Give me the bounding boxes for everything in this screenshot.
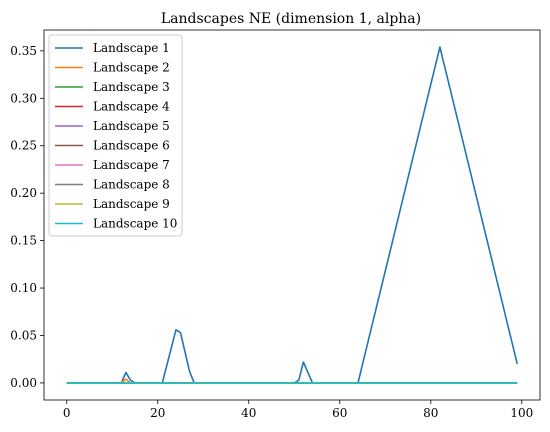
legend-label: Landscape 8 bbox=[93, 178, 170, 192]
legend-label: Landscape 1 bbox=[93, 41, 170, 55]
y-tick-label: 0.25 bbox=[10, 139, 37, 153]
legend: Landscape 1 Landscape 2 Landscape 3 Landsca… bbox=[49, 35, 182, 236]
x-tick-label: 20 bbox=[150, 406, 165, 420]
legend-label: Landscape 5 bbox=[93, 119, 170, 133]
legend-label: Landscape 10 bbox=[93, 217, 177, 231]
legend-label: Landscape 9 bbox=[93, 197, 170, 211]
legend-label: Landscape 3 bbox=[93, 80, 170, 94]
y-tick-label: 0.30 bbox=[10, 91, 37, 105]
x-tick-label: 100 bbox=[510, 406, 533, 420]
y-tick-label: 0.35 bbox=[10, 44, 37, 58]
x-tick-label: 0 bbox=[63, 406, 71, 420]
legend-label: Landscape 2 bbox=[93, 61, 170, 75]
y-tick-label: 0.05 bbox=[10, 328, 37, 342]
y-tick-label: 0.15 bbox=[10, 234, 37, 248]
x-axis: 0 20 40 60 80 100 bbox=[63, 400, 533, 420]
y-tick-label: 0.20 bbox=[10, 186, 37, 200]
x-tick-label: 80 bbox=[423, 406, 438, 420]
legend-label: Landscape 4 bbox=[93, 100, 170, 114]
y-tick-label: 0.10 bbox=[10, 281, 37, 295]
x-tick-label: 60 bbox=[332, 406, 347, 420]
chart-title: Landscapes NE (dimension 1, alpha) bbox=[161, 11, 421, 27]
legend-label: Landscape 6 bbox=[93, 139, 170, 153]
y-axis: 0.00 0.05 0.10 0.15 0.20 0.25 0.30 0.35 bbox=[10, 44, 44, 390]
legend-label: Landscape 7 bbox=[93, 158, 170, 172]
y-tick-label: 0.00 bbox=[10, 376, 37, 390]
x-tick-label: 40 bbox=[241, 406, 256, 420]
